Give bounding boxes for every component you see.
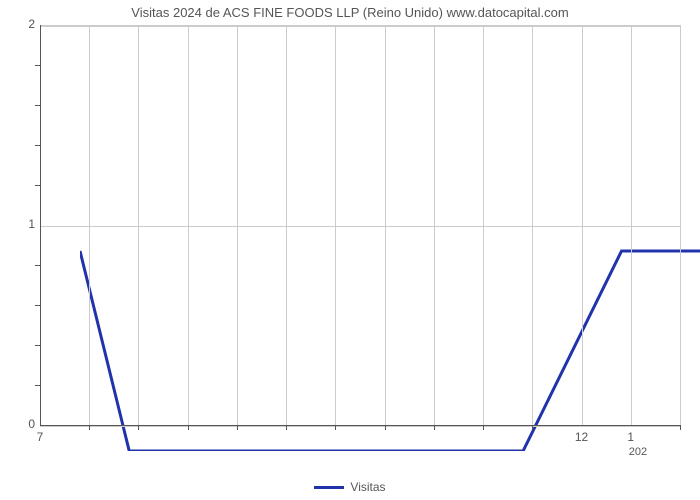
y-minor-tick <box>35 145 40 146</box>
x-sub-label: 202 <box>629 446 647 458</box>
y-minor-tick <box>35 105 40 106</box>
y-tick-label: 2 <box>5 17 35 31</box>
grid-horizontal <box>40 226 680 227</box>
x-minor-tick <box>385 425 386 430</box>
x-minor-tick <box>138 425 139 430</box>
plot-area <box>40 25 681 426</box>
y-axis-line <box>40 25 41 425</box>
x-minor-tick <box>286 425 287 430</box>
legend-swatch <box>314 486 344 489</box>
grid-horizontal <box>40 426 680 427</box>
y-minor-tick <box>35 185 40 186</box>
y-minor-tick <box>35 65 40 66</box>
x-axis-line <box>40 425 680 426</box>
x-minor-tick <box>434 425 435 430</box>
x-tick-label: 7 <box>30 430 50 444</box>
y-minor-tick <box>35 305 40 306</box>
grid-vertical <box>680 26 681 426</box>
grid-horizontal <box>40 26 680 27</box>
x-tick-label: 12 <box>572 430 592 444</box>
x-minor-tick <box>483 425 484 430</box>
data-line <box>80 51 700 451</box>
chart-title: Visitas 2024 de ACS FINE FOODS LLP (Rein… <box>0 5 700 20</box>
legend-label: Visitas <box>350 480 385 494</box>
x-tick-label: 1 <box>621 430 641 444</box>
legend: Visitas <box>0 480 700 494</box>
y-tick-label: 1 <box>5 217 35 231</box>
x-minor-tick <box>335 425 336 430</box>
x-minor-tick <box>532 425 533 430</box>
y-tick-label: 0 <box>5 417 35 431</box>
y-minor-tick <box>35 265 40 266</box>
y-minor-tick <box>35 345 40 346</box>
x-minor-tick <box>188 425 189 430</box>
y-minor-tick <box>35 385 40 386</box>
x-minor-tick <box>680 425 681 430</box>
x-minor-tick <box>237 425 238 430</box>
x-minor-tick <box>89 425 90 430</box>
